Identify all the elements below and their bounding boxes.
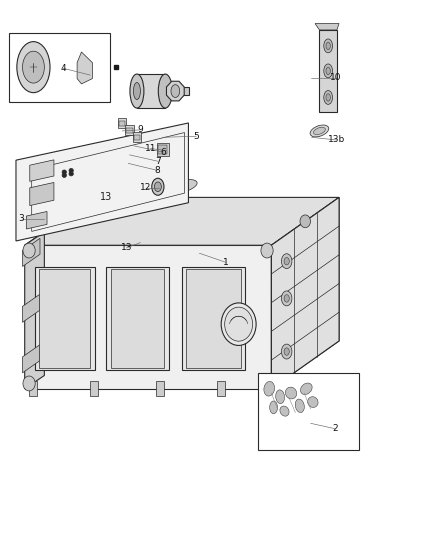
Ellipse shape [154, 182, 161, 191]
Polygon shape [162, 180, 197, 194]
Ellipse shape [284, 257, 289, 265]
Ellipse shape [264, 382, 275, 396]
Ellipse shape [282, 254, 292, 269]
Text: 10: 10 [330, 73, 342, 82]
Bar [10, 33, 110, 102]
Ellipse shape [300, 215, 311, 228]
Polygon shape [22, 294, 40, 322]
Polygon shape [35, 266, 95, 370]
Ellipse shape [152, 178, 164, 195]
Polygon shape [272, 197, 339, 389]
Polygon shape [182, 266, 245, 370]
Ellipse shape [326, 67, 330, 75]
Ellipse shape [225, 307, 253, 341]
Text: 13b: 13b [328, 135, 345, 144]
Ellipse shape [284, 348, 289, 356]
Text: 4: 4 [60, 64, 66, 72]
Polygon shape [315, 23, 339, 30]
Ellipse shape [286, 387, 297, 399]
Text: 5: 5 [194, 132, 199, 141]
Text: 7: 7 [155, 157, 161, 166]
Text: 9: 9 [138, 125, 143, 134]
Polygon shape [22, 345, 40, 373]
Polygon shape [30, 160, 54, 181]
Ellipse shape [23, 243, 35, 258]
Ellipse shape [261, 376, 273, 391]
Ellipse shape [282, 291, 292, 306]
Ellipse shape [17, 42, 50, 93]
Ellipse shape [221, 303, 256, 345]
Bar [126, 128, 133, 133]
Ellipse shape [134, 83, 141, 100]
Polygon shape [186, 269, 241, 368]
Ellipse shape [284, 295, 289, 302]
Ellipse shape [53, 215, 64, 228]
Bar [165, 87, 189, 95]
Polygon shape [106, 266, 169, 370]
Ellipse shape [171, 85, 180, 98]
Polygon shape [26, 212, 47, 229]
Text: 1: 1 [223, 258, 229, 266]
Text: 12: 12 [140, 183, 152, 192]
Polygon shape [77, 52, 92, 84]
Bar [319, 30, 337, 112]
Ellipse shape [261, 243, 273, 258]
Ellipse shape [300, 383, 312, 394]
Ellipse shape [282, 344, 292, 359]
Text: 13: 13 [121, 244, 132, 253]
Ellipse shape [326, 94, 330, 101]
Polygon shape [22, 238, 40, 266]
Polygon shape [111, 269, 164, 368]
Bar [134, 135, 140, 140]
Ellipse shape [23, 376, 35, 391]
Text: 3: 3 [19, 214, 25, 223]
Bar [133, 132, 141, 142]
Ellipse shape [62, 170, 67, 174]
Ellipse shape [324, 91, 332, 104]
Bar [119, 121, 125, 126]
Bar [156, 143, 169, 157]
Ellipse shape [324, 39, 332, 53]
Bar [125, 125, 134, 135]
Polygon shape [25, 232, 44, 389]
Bar [155, 381, 163, 395]
Ellipse shape [158, 74, 172, 108]
Polygon shape [30, 182, 54, 206]
Polygon shape [166, 81, 184, 101]
Ellipse shape [295, 399, 304, 413]
Text: 8: 8 [154, 166, 160, 175]
Ellipse shape [314, 127, 325, 134]
Ellipse shape [270, 401, 278, 414]
Bar [258, 381, 266, 395]
Polygon shape [272, 197, 339, 389]
Text: 2: 2 [332, 424, 338, 433]
Text: 13: 13 [99, 192, 112, 202]
Ellipse shape [324, 64, 332, 78]
Bar [137, 74, 165, 108]
Ellipse shape [276, 390, 285, 403]
Bar [217, 381, 225, 395]
Ellipse shape [307, 397, 318, 407]
Text: 6: 6 [161, 148, 166, 157]
Ellipse shape [22, 51, 44, 83]
Bar [258, 373, 359, 450]
Bar [29, 381, 37, 395]
Ellipse shape [310, 125, 329, 137]
Ellipse shape [69, 172, 73, 176]
Ellipse shape [280, 406, 289, 416]
Ellipse shape [62, 173, 67, 177]
Polygon shape [39, 269, 90, 368]
Polygon shape [16, 123, 188, 241]
Ellipse shape [326, 42, 330, 50]
Text: 11: 11 [145, 144, 156, 153]
Bar [118, 118, 127, 128]
Bar [90, 381, 98, 395]
Ellipse shape [69, 168, 73, 173]
Bar [158, 145, 167, 155]
Ellipse shape [130, 74, 144, 108]
Polygon shape [25, 245, 272, 389]
Polygon shape [25, 197, 339, 245]
